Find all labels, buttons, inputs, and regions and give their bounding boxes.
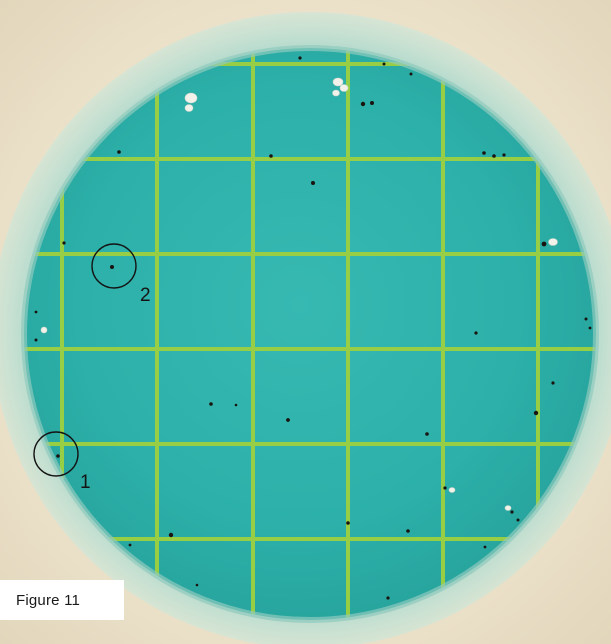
medium-edge xyxy=(21,45,599,623)
colony xyxy=(56,454,60,458)
marker-circle xyxy=(33,431,79,477)
bubble xyxy=(332,89,340,97)
figure-caption: Figure 11 xyxy=(0,580,124,620)
colonies xyxy=(34,56,592,600)
colony xyxy=(346,521,350,525)
colony xyxy=(551,381,555,385)
gas-bubbles xyxy=(40,77,558,511)
colony xyxy=(168,532,174,538)
colony xyxy=(269,154,273,158)
colony xyxy=(406,529,410,533)
bubble xyxy=(548,238,558,246)
colony xyxy=(483,545,487,549)
colony xyxy=(360,101,366,107)
colony xyxy=(502,153,506,157)
bubble xyxy=(339,84,349,92)
bubble xyxy=(184,104,194,112)
colony xyxy=(510,510,514,514)
colony xyxy=(533,410,539,416)
bubble xyxy=(448,487,456,493)
bubble xyxy=(40,326,48,334)
colony xyxy=(409,72,413,76)
marker-label: 1 xyxy=(80,472,91,493)
colony xyxy=(443,486,447,490)
colony xyxy=(584,317,588,321)
colony xyxy=(482,151,486,155)
colony xyxy=(492,154,496,158)
colony xyxy=(209,402,213,406)
colony xyxy=(382,62,386,66)
bubble xyxy=(332,77,344,87)
culture-medium xyxy=(24,48,596,620)
colony xyxy=(474,331,478,335)
colony xyxy=(311,181,315,185)
colony xyxy=(195,583,199,587)
colony xyxy=(541,241,547,247)
figure-caption-text: Figure 11 xyxy=(16,591,81,609)
colony xyxy=(286,418,290,422)
colony xyxy=(34,338,38,342)
colony xyxy=(110,265,114,269)
colony xyxy=(117,150,121,154)
colony xyxy=(62,241,66,245)
bubble xyxy=(504,505,512,511)
marker-label: 2 xyxy=(140,285,151,306)
colony xyxy=(386,596,390,600)
colony xyxy=(298,56,302,60)
annotation-marker-2: 2 xyxy=(91,243,151,306)
colony xyxy=(588,326,592,330)
annotation-marker-1: 1 xyxy=(33,431,91,493)
colony xyxy=(425,432,429,436)
colony xyxy=(234,403,238,407)
colony xyxy=(370,101,374,105)
marker-circle xyxy=(91,243,137,289)
colony xyxy=(34,310,38,314)
colony xyxy=(516,518,520,522)
bubble xyxy=(184,92,198,104)
colony xyxy=(128,543,132,547)
